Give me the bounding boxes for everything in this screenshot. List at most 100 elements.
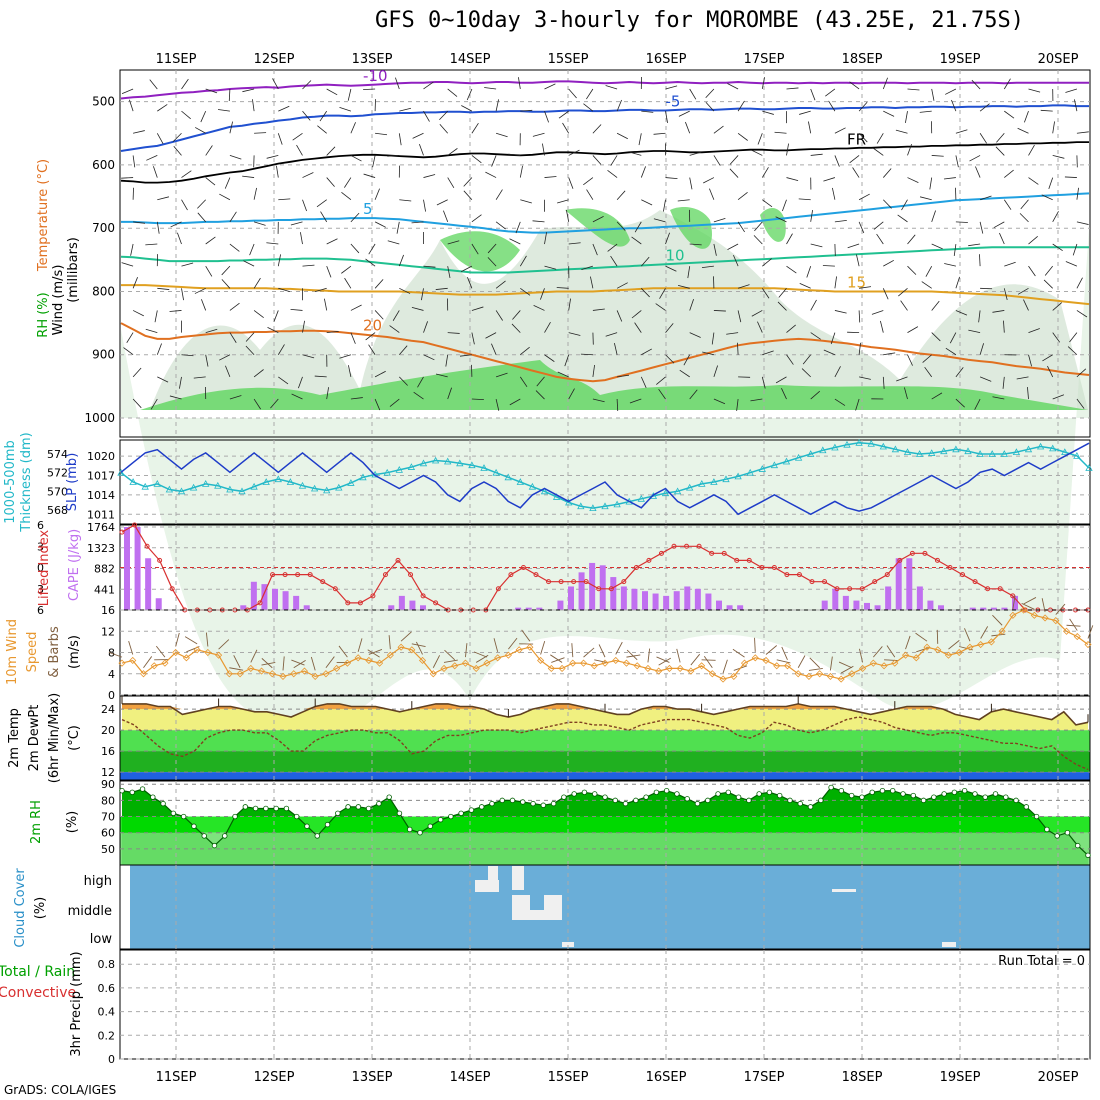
wind-barb — [298, 376, 303, 389]
day-label-bottom: 14SEP — [450, 1070, 491, 1085]
rh2m-point — [787, 797, 793, 804]
wind-barb — [640, 166, 646, 178]
wind-speed-point — [215, 651, 223, 659]
day-label-top: 20SEP — [1038, 52, 1079, 67]
temp-fill — [122, 703, 1088, 731]
ylabel-temp-units: (°C) — [67, 725, 82, 751]
lifted-index-point — [897, 557, 903, 563]
panel-cloud-frame — [119, 864, 1091, 950]
wind-barb — [177, 232, 182, 245]
wind-barb — [610, 155, 618, 166]
wind-barb — [368, 243, 376, 255]
cape-bar — [578, 572, 585, 610]
wind-barb — [532, 220, 545, 223]
wind-speed-point — [891, 659, 899, 667]
wind-barb — [931, 332, 941, 342]
wind-speed-point — [901, 651, 910, 659]
temp-tick-label: 24 — [101, 703, 115, 716]
day-label-bottom: 20SEP — [1038, 1070, 1079, 1085]
li-tick-label: 0 — [37, 562, 44, 575]
wind-barb — [511, 323, 521, 333]
rh2m-point — [633, 797, 639, 804]
wind-barb — [266, 155, 279, 159]
wind-barb — [319, 110, 328, 122]
lifted-index-point — [809, 579, 815, 585]
rh2m-point — [571, 791, 577, 797]
wind-barb-10m — [732, 648, 745, 658]
wind-speed-point — [547, 664, 555, 673]
wind-speed-point — [418, 656, 427, 665]
wind-barb — [737, 132, 748, 141]
wind-barb — [219, 354, 231, 361]
wind-barb — [447, 387, 452, 400]
lifted-index-point — [884, 572, 890, 578]
wind-barb — [1076, 398, 1085, 409]
wind-barb — [398, 254, 404, 267]
thickness-line-point — [1000, 450, 1008, 457]
wind-barb — [898, 287, 908, 297]
wind-barb — [828, 100, 836, 112]
wind-barb — [173, 145, 182, 156]
wind-barb — [436, 199, 448, 206]
wind-barb — [897, 214, 908, 223]
wind-speed-point — [440, 664, 448, 673]
wind-barb — [834, 398, 846, 406]
wind-barb — [733, 254, 739, 267]
wind-barb — [882, 77, 888, 90]
lifted-index-point — [558, 579, 564, 585]
lifted-index-point — [997, 586, 1003, 592]
wind-speed-point — [579, 659, 588, 667]
wind-barb — [270, 398, 279, 409]
wind-barb — [495, 221, 506, 230]
wind-barb — [324, 298, 328, 311]
wind-barb — [665, 111, 668, 124]
rh2m-point — [663, 787, 670, 794]
thickness-line-point — [964, 447, 972, 455]
wind-barb — [121, 262, 134, 267]
wind-barb — [689, 332, 701, 338]
contour-label: FR — [847, 130, 866, 148]
wind-barb — [1047, 365, 1054, 378]
lifted-index-point — [608, 586, 614, 592]
temperature-contour — [120, 104, 1089, 152]
wind-barb — [205, 236, 216, 245]
li-tick-label: 3 — [37, 583, 44, 596]
panel-temp-frame — [119, 695, 1091, 781]
cape-bar — [938, 605, 944, 610]
wind-barb — [459, 354, 472, 357]
wind-barb — [955, 276, 960, 289]
pressure-tick-label: 500 — [92, 95, 115, 109]
thickness-line-point — [262, 478, 270, 485]
wind-barb — [341, 265, 352, 274]
wind-barb — [224, 177, 231, 189]
wind-barb — [568, 298, 571, 311]
wind-barb — [1044, 265, 1054, 276]
wind-barb — [519, 376, 528, 388]
wind-barb — [871, 310, 884, 315]
wind-barb — [762, 350, 774, 356]
rh2m-point — [756, 791, 762, 797]
cape-bar — [726, 605, 733, 610]
thickness-line-point — [238, 487, 246, 495]
thickness-line-point — [504, 473, 512, 481]
wind-barb — [463, 177, 473, 187]
wind-barb — [181, 262, 194, 267]
thickness-line-point — [117, 468, 125, 476]
wind-barb — [802, 354, 812, 365]
cape-bar — [673, 591, 680, 610]
thickness-line-point — [794, 453, 803, 461]
wind-barb — [1016, 376, 1029, 380]
slp-line — [120, 442, 1090, 516]
wind-barb — [737, 100, 745, 112]
wind-barb — [713, 365, 718, 378]
wind-barb-10m — [615, 641, 623, 655]
wind-barb — [291, 393, 303, 400]
wind-barb-10m — [368, 649, 383, 655]
wind-barb — [1052, 394, 1065, 400]
wind-barb — [374, 188, 380, 200]
wind-barb — [705, 101, 715, 112]
rh2m-point — [530, 800, 536, 807]
wind-barb — [775, 216, 787, 223]
wind-barb — [1052, 302, 1063, 311]
wind-barb — [883, 110, 895, 117]
